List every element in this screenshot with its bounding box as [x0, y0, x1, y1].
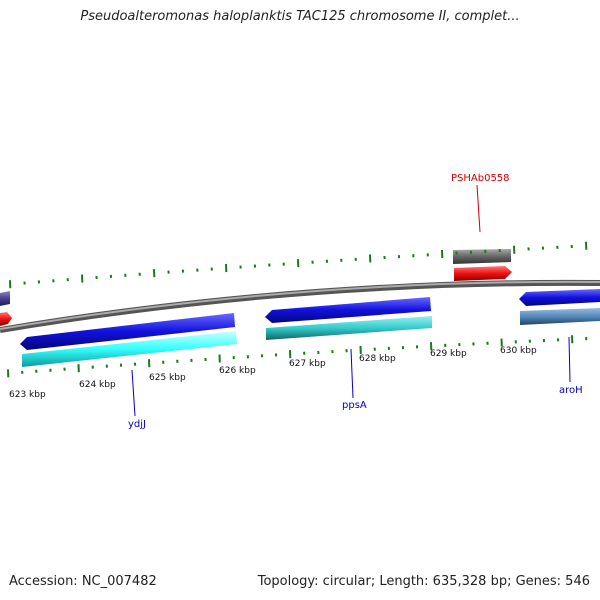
- accession-label: Accession: NC_007482: [9, 574, 157, 589]
- cds-aroH[interactable]: [520, 308, 600, 325]
- scale-label: 630 kbp: [500, 346, 537, 356]
- gene-PSHAb0558-gray[interactable]: [453, 249, 511, 264]
- scale-label: 628 kbp: [359, 354, 396, 364]
- gene-ydjJ[interactable]: [20, 313, 235, 350]
- cds-ydjJ[interactable]: [22, 331, 237, 367]
- map-title: Pseudoalteromonas haloplanktis TAC125 ch…: [80, 9, 520, 24]
- gene-label-aroH[interactable]: aroH: [559, 385, 583, 396]
- scale-ticks-outer: [9, 241, 588, 289]
- leader-line-aroH: [568, 336, 571, 383]
- gene-ppsA[interactable]: [265, 297, 431, 323]
- leader-line-ppsA: [350, 348, 354, 399]
- scale-label: 627 kbp: [289, 359, 326, 369]
- gene-partial-purple[interactable]: [0, 291, 10, 306]
- genome-summary: Topology: circular; Length: 635,328 bp; …: [257, 574, 590, 589]
- cds-ppsA[interactable]: [266, 316, 432, 340]
- gene-PSHAb0558[interactable]: [454, 266, 512, 281]
- gene-label-ppsA[interactable]: ppsA: [342, 400, 367, 411]
- chromosome-backbone-highlight: [0, 280, 600, 330]
- scale-label: 623 kbp: [9, 390, 46, 400]
- leader-line-PSHAb0558: [476, 184, 481, 233]
- gene-label-PSHAb0558[interactable]: PSHAb0558: [451, 173, 510, 184]
- chromosome-backbone: [0, 279, 600, 333]
- gene-partial-red[interactable]: [0, 312, 12, 326]
- scale-label: 626 kbp: [219, 366, 256, 376]
- scale-label: 624 kbp: [79, 380, 116, 390]
- scale-ticks-inner: [7, 335, 588, 378]
- scale-label: 625 kbp: [149, 373, 186, 383]
- gene-label-ydjJ[interactable]: ydjJ: [128, 419, 146, 430]
- scale-label: 629 kbp: [430, 349, 467, 359]
- leader-line-ydjJ: [131, 369, 136, 417]
- gene-aroH[interactable]: [519, 289, 600, 306]
